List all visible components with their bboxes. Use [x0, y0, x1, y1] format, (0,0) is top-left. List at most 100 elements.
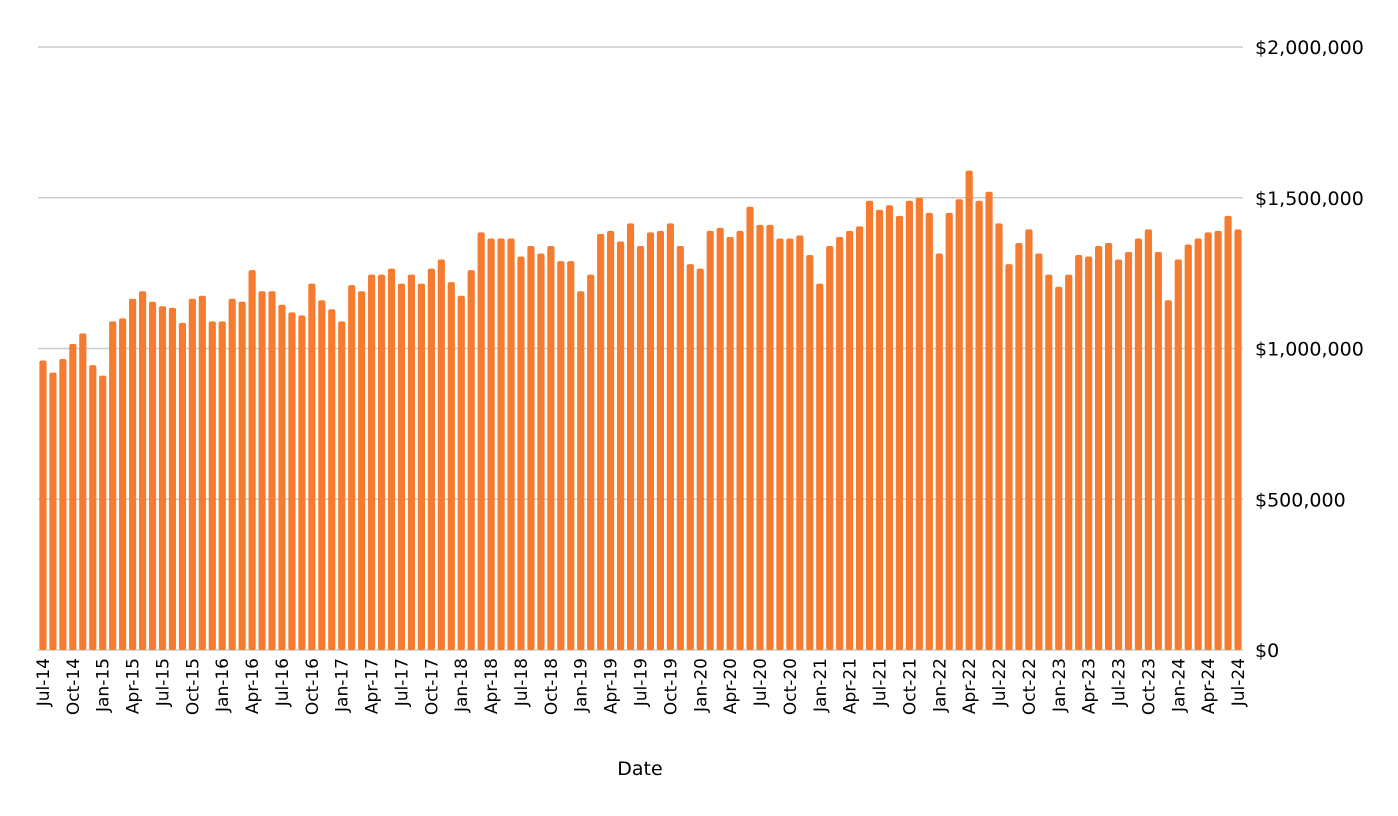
bar-Nov-23 — [1154, 252, 1162, 650]
bar-Feb-19 — [587, 274, 595, 650]
bar-May-17 — [377, 274, 386, 650]
x-tick-label: Jan-23 — [1050, 658, 1070, 713]
bar-Jun-24 — [1224, 215, 1232, 650]
bar-Aug-20 — [766, 224, 774, 650]
bar-Oct-20 — [786, 238, 794, 650]
bar-Sep-15 — [178, 322, 186, 650]
bar-Apr-21 — [846, 230, 854, 651]
x-tick-label: Apr-20 — [721, 658, 741, 714]
bar-Nov-19 — [676, 245, 684, 651]
x-tick-label: Oct-14 — [64, 658, 84, 715]
bar-Jul-15 — [158, 306, 167, 650]
bar-Aug-22 — [1005, 264, 1013, 650]
x-tick-label: Oct-16 — [303, 658, 323, 715]
bar-Dec-15 — [208, 321, 216, 650]
bar-Sep-19 — [656, 230, 665, 651]
bar-Oct-19 — [666, 223, 674, 650]
bar-Jul-18 — [517, 256, 525, 650]
bars — [39, 170, 1242, 651]
y-tick-label: $500,000 — [1255, 489, 1346, 511]
bar-Jul-19 — [636, 245, 645, 651]
x-tick-label: Oct-15 — [183, 658, 203, 715]
bar-Apr-22 — [965, 170, 973, 651]
bar-Oct-16 — [308, 283, 316, 650]
bar-Dec-23 — [1164, 300, 1172, 650]
bar-Feb-23 — [1065, 274, 1073, 650]
y-tick-label: $1,000,000 — [1255, 339, 1364, 361]
bar-Jun-23 — [1104, 242, 1113, 650]
bar-Dec-14 — [89, 365, 97, 650]
bar-Sep-14 — [59, 359, 67, 650]
bar-May-15 — [138, 291, 147, 650]
bar-Jan-19 — [577, 291, 585, 650]
bar-Aug-18 — [527, 245, 535, 651]
bar-Apr-16 — [248, 270, 256, 650]
bar-Nov-20 — [796, 235, 804, 650]
bar-Mar-22 — [955, 199, 963, 650]
bar-Oct-15 — [188, 298, 196, 650]
bar-Aug-15 — [168, 307, 177, 650]
bar-Oct-17 — [427, 268, 435, 650]
x-tick-label: Jul-18 — [512, 658, 532, 707]
bar-Nov-21 — [915, 197, 923, 650]
bar-Aug-16 — [288, 312, 296, 650]
bar-Jun-21 — [865, 200, 874, 650]
bar-Jun-15 — [148, 301, 157, 650]
x-tick-label: Apr-22 — [960, 658, 980, 714]
bar-Nov-16 — [318, 300, 326, 650]
bar-Oct-23 — [1144, 229, 1152, 650]
bar-Mar-15 — [119, 318, 127, 650]
bar-Nov-18 — [557, 261, 565, 650]
x-tick-label: Oct-20 — [781, 658, 801, 715]
bar-Feb-20 — [706, 230, 714, 651]
bar-Apr-24 — [1204, 232, 1212, 651]
bar-May-16 — [258, 291, 266, 650]
bar-Apr-19 — [607, 230, 615, 651]
x-axis-label: Date — [617, 758, 662, 780]
bar-Sep-22 — [1015, 242, 1023, 650]
bar-May-21 — [856, 226, 864, 650]
bar-Sep-21 — [895, 215, 904, 650]
x-tick-label: Jan-17 — [333, 658, 353, 713]
x-tick-label: Oct-18 — [542, 658, 562, 715]
bar-Jan-23 — [1055, 286, 1063, 650]
bar-Jun-19 — [626, 223, 635, 650]
bar-Apr-17 — [368, 274, 376, 650]
bar-May-22 — [975, 200, 983, 650]
bar-Aug-23 — [1124, 252, 1133, 650]
x-tick-label: Apr-16 — [243, 658, 263, 714]
bar-Mar-21 — [836, 236, 844, 650]
bar-Jul-14 — [39, 360, 47, 650]
bar-Oct-14 — [69, 343, 77, 650]
bar-Sep-20 — [776, 238, 784, 650]
x-tick-label: Apr-17 — [363, 658, 383, 714]
y-tick-label: $1,500,000 — [1255, 188, 1364, 210]
bar-Dec-22 — [1045, 274, 1053, 650]
bar-Aug-21 — [885, 205, 894, 650]
x-tick-label: Oct-19 — [661, 658, 681, 715]
bar-Aug-17 — [407, 274, 416, 650]
bar-Dec-18 — [567, 261, 575, 650]
bar-Sep-17 — [417, 283, 425, 650]
bar-Oct-21 — [905, 200, 913, 650]
x-tick-label: Jan-16 — [213, 658, 233, 713]
bar-May-18 — [497, 238, 505, 650]
bar-Dec-20 — [806, 255, 814, 650]
bar-Jan-24 — [1174, 259, 1182, 650]
bar-Jul-17 — [397, 283, 406, 650]
x-tick-label: Jul-21 — [871, 658, 891, 707]
bar-Oct-22 — [1025, 229, 1033, 650]
bar-Mar-19 — [597, 233, 605, 650]
bar-Jun-17 — [387, 268, 396, 650]
x-tick-label: Oct-17 — [422, 658, 442, 715]
bar-Feb-21 — [826, 245, 834, 651]
bar-Nov-14 — [79, 333, 87, 650]
y-tick-label: $2,000,000 — [1255, 37, 1364, 59]
x-tick-label: Jan-15 — [94, 658, 114, 713]
bar-Sep-18 — [537, 253, 545, 650]
x-tick-label: Jul-22 — [990, 658, 1010, 707]
x-tick-label: Jan-22 — [930, 658, 950, 713]
bar-Dec-17 — [447, 282, 455, 650]
x-tick-label: Apr-15 — [124, 658, 144, 714]
